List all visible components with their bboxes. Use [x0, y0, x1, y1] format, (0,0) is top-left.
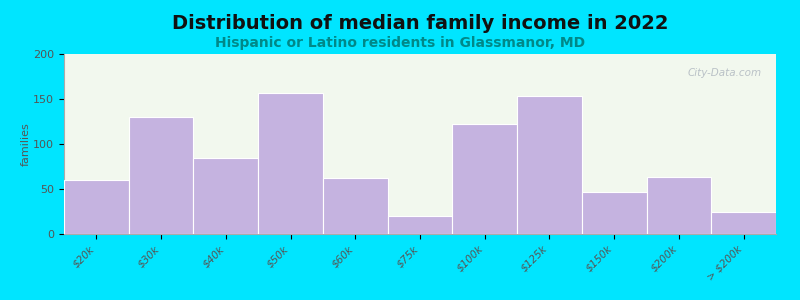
- Bar: [646, 177, 711, 234]
- Bar: [129, 117, 194, 234]
- Bar: [711, 212, 776, 234]
- Text: Hispanic or Latino residents in Glassmanor, MD: Hispanic or Latino residents in Glassman…: [215, 36, 585, 50]
- Bar: [194, 158, 258, 234]
- Bar: [582, 192, 646, 234]
- Bar: [323, 178, 388, 234]
- Text: City-Data.com: City-Data.com: [688, 68, 762, 78]
- Bar: [452, 124, 517, 234]
- Bar: [258, 93, 323, 234]
- Title: Distribution of median family income in 2022: Distribution of median family income in …: [172, 14, 668, 33]
- Bar: [64, 180, 129, 234]
- Bar: [517, 96, 582, 234]
- Y-axis label: families: families: [20, 122, 30, 166]
- Bar: [388, 216, 452, 234]
